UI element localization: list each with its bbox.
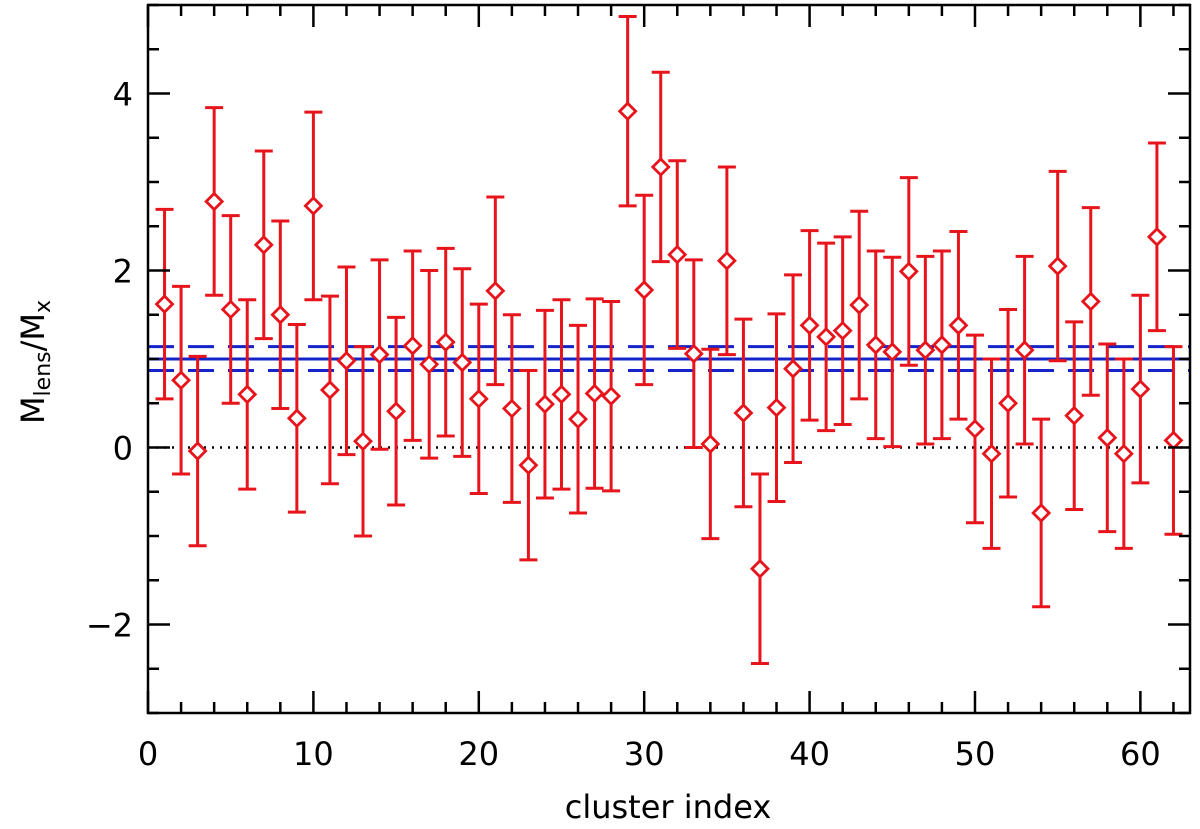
data-point-25 <box>551 384 572 405</box>
data-point-45 <box>882 341 903 362</box>
data-point-14 <box>369 344 390 365</box>
data-point-35 <box>716 250 737 271</box>
data-point-53 <box>1014 340 1035 361</box>
data-point-49 <box>948 315 969 336</box>
data-point-7 <box>253 234 274 255</box>
data-point-33 <box>683 343 704 364</box>
data-point-17 <box>419 354 440 375</box>
data-point-37 <box>749 558 770 579</box>
y-tick-label-0: 0 <box>113 430 133 468</box>
data-point-38 <box>766 397 787 418</box>
data-point-8 <box>270 304 291 325</box>
data-point-62 <box>1163 430 1184 451</box>
x-tick-label-20: 20 <box>458 735 499 773</box>
data-point-4 <box>204 191 225 212</box>
data-point-51 <box>981 443 1002 464</box>
data-point-36 <box>733 403 754 423</box>
data-point-28 <box>601 386 622 407</box>
x-tick-label-40: 40 <box>789 735 830 773</box>
y-axis-title-sub1: lens <box>31 351 56 396</box>
y-axis-title-sub2: x <box>31 300 56 313</box>
data-point-39 <box>783 358 804 379</box>
data-point-52 <box>998 393 1019 414</box>
data-point-20 <box>468 388 489 409</box>
axes: 0 10 20 30 40 50 60 −2 0 2 4 <box>86 3 1192 773</box>
data-point-42 <box>832 320 853 341</box>
y-tick-label-2: 2 <box>113 253 133 291</box>
data-point-11 <box>319 379 340 400</box>
data-point-34 <box>700 433 721 454</box>
data-point-46 <box>898 261 919 282</box>
data-point-9 <box>286 408 307 429</box>
data-point-3 <box>187 441 208 462</box>
data-point-48 <box>931 334 952 355</box>
x-tick-label-30: 30 <box>624 735 665 773</box>
y-tick-label--2: −2 <box>86 607 133 645</box>
data-point-57 <box>1080 291 1101 312</box>
data-point-5 <box>220 299 241 320</box>
data-point-2 <box>171 370 192 391</box>
data-point-54 <box>1031 503 1052 523</box>
data-point-22 <box>501 398 522 419</box>
data-point-50 <box>965 418 985 439</box>
data-point-18 <box>435 332 456 353</box>
data-point-40 <box>799 315 820 336</box>
data-point-30 <box>634 279 655 300</box>
data-point-60 <box>1130 379 1151 400</box>
data-point-32 <box>667 244 688 265</box>
y-axis-title-main: M <box>14 396 52 424</box>
data-point-15 <box>386 401 407 422</box>
data-point-21 <box>485 280 506 301</box>
x-tick-label-0: 0 <box>138 735 158 773</box>
data-point-58 <box>1097 427 1118 448</box>
data-point-10 <box>303 195 324 216</box>
data-point-23 <box>518 455 539 476</box>
data-point-27 <box>584 383 605 404</box>
data-point-26 <box>568 409 589 430</box>
y-tick-label-4: 4 <box>113 76 133 114</box>
data-point-16 <box>402 335 423 356</box>
data-point-13 <box>353 431 373 452</box>
x-tick-label-10: 10 <box>293 735 334 773</box>
data-point-29 <box>617 101 638 122</box>
data-point-6 <box>237 384 258 405</box>
data-point-59 <box>1113 443 1134 464</box>
y-axis-title-sep: /M <box>14 313 52 351</box>
data-point-12 <box>336 350 357 371</box>
data-point-31 <box>650 156 671 177</box>
data-point-1 <box>154 294 175 315</box>
data-point-19 <box>452 352 473 373</box>
data-point-41 <box>816 326 837 347</box>
data-point-24 <box>534 394 555 415</box>
x-axis-title: cluster index <box>565 788 772 826</box>
data-point-47 <box>915 340 936 361</box>
data-point-44 <box>865 334 886 355</box>
y-axis-title: Mlens/Mx <box>14 300 56 424</box>
data-point-43 <box>849 295 870 315</box>
x-tick-label-60: 60 <box>1120 735 1161 773</box>
data-point-61 <box>1146 226 1167 247</box>
x-tick-label-50: 50 <box>955 735 996 773</box>
data-point-56 <box>1064 405 1085 426</box>
plot-area <box>148 15 1190 665</box>
data-point-55 <box>1047 256 1068 277</box>
